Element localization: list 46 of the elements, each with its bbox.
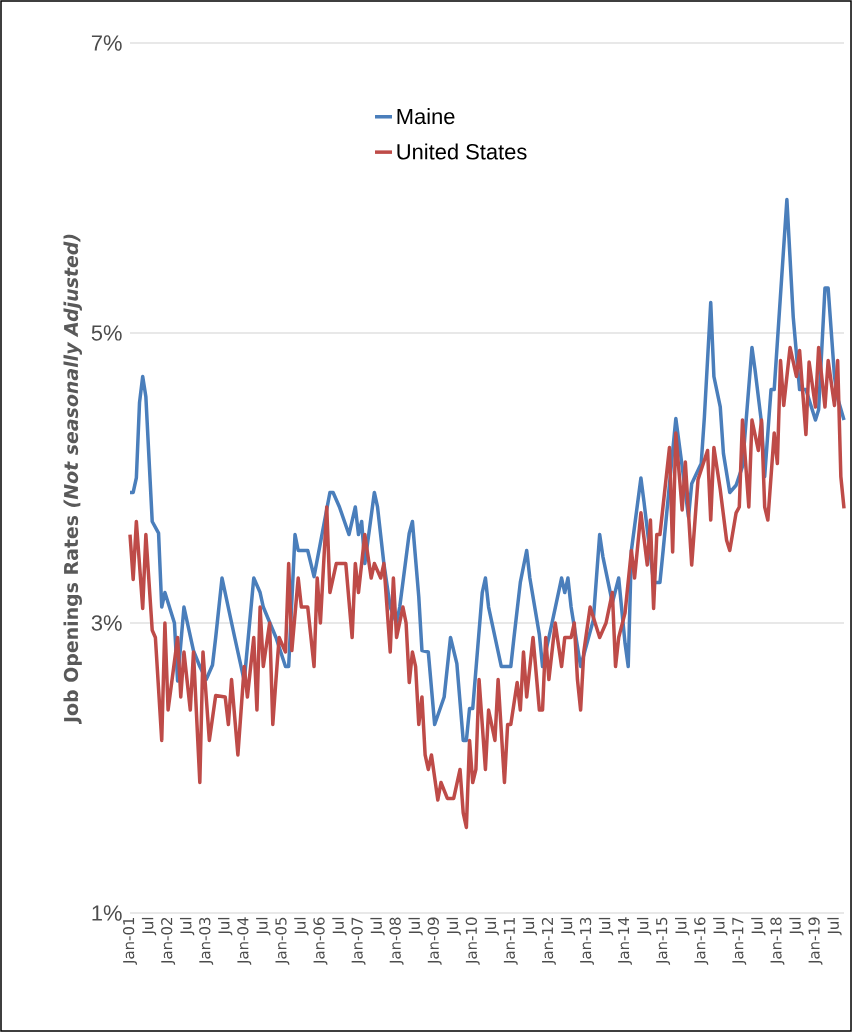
x-tick-label: Jul [446,917,461,936]
x-tick-label: Jul [294,917,309,936]
x-tick-label: Jan-10 [465,917,480,965]
x-tick-label: Jul [408,917,423,936]
x-tick-label: Jan-08 [389,917,404,965]
x-tick-label: Jul [789,917,804,936]
x-tick-label: Jan-17 [732,917,747,965]
x-tick-label: Jul [713,917,728,936]
x-tick-label: Jan-03 [199,917,214,965]
x-tick-label: Jul [256,917,271,936]
x-tick-label: Jul [827,917,842,936]
x-tick-label: Jan-02 [161,918,176,965]
x-tick-label: Jan-05 [275,917,290,965]
x-tick-label: Jul [179,917,195,936]
x-tick-label: Jan-07 [351,917,366,965]
x-tick-label: Jan-16 [694,917,709,965]
line-series [128,345,846,830]
y-axis-title: Job Openings Rates (Not seasonally Adjusted) [63,234,82,725]
x-tick-label: Jan-15 [656,917,671,965]
x-tick-label: Jan-01 [122,917,138,965]
x-tick-label: Jul [141,917,157,936]
x-tick-label: Jul [560,917,576,936]
x-tick-label: Jul [522,917,538,936]
x-tick-label: Jan-13 [579,917,594,965]
legend-label: United States [397,143,527,160]
x-tick-label: Jul [675,917,690,936]
x-tick-label: Jan-04 [237,917,252,965]
x-tick-label: Jan-11 [503,917,518,965]
x-tick-label: Jul [484,917,499,936]
x-tick-label: Jul [751,917,766,936]
x-tick-label: Jan-14 [618,917,632,965]
x-tick-label: Jan-12 [541,918,556,965]
y-tick-label: 5% [91,325,122,341]
y-tick-label: 3% [91,615,122,631]
legend-label: Maine [397,108,455,125]
x-tick-label: Jul [598,917,614,936]
x-tick-label: Jan-19 [808,917,823,965]
x-tick-label: Jan-06 [313,917,328,965]
x-tick-label: Jan-18 [770,917,785,965]
y-tick-label: 7% [91,35,122,51]
x-tick-label: Jul [636,917,652,936]
x-tick-label: Jan-09 [427,917,442,965]
y-tick-label: 1% [92,905,122,921]
x-tick-label: Jul [370,917,385,936]
x-tick-label: Jul [332,917,347,936]
x-tick-label: Jul [218,917,233,936]
